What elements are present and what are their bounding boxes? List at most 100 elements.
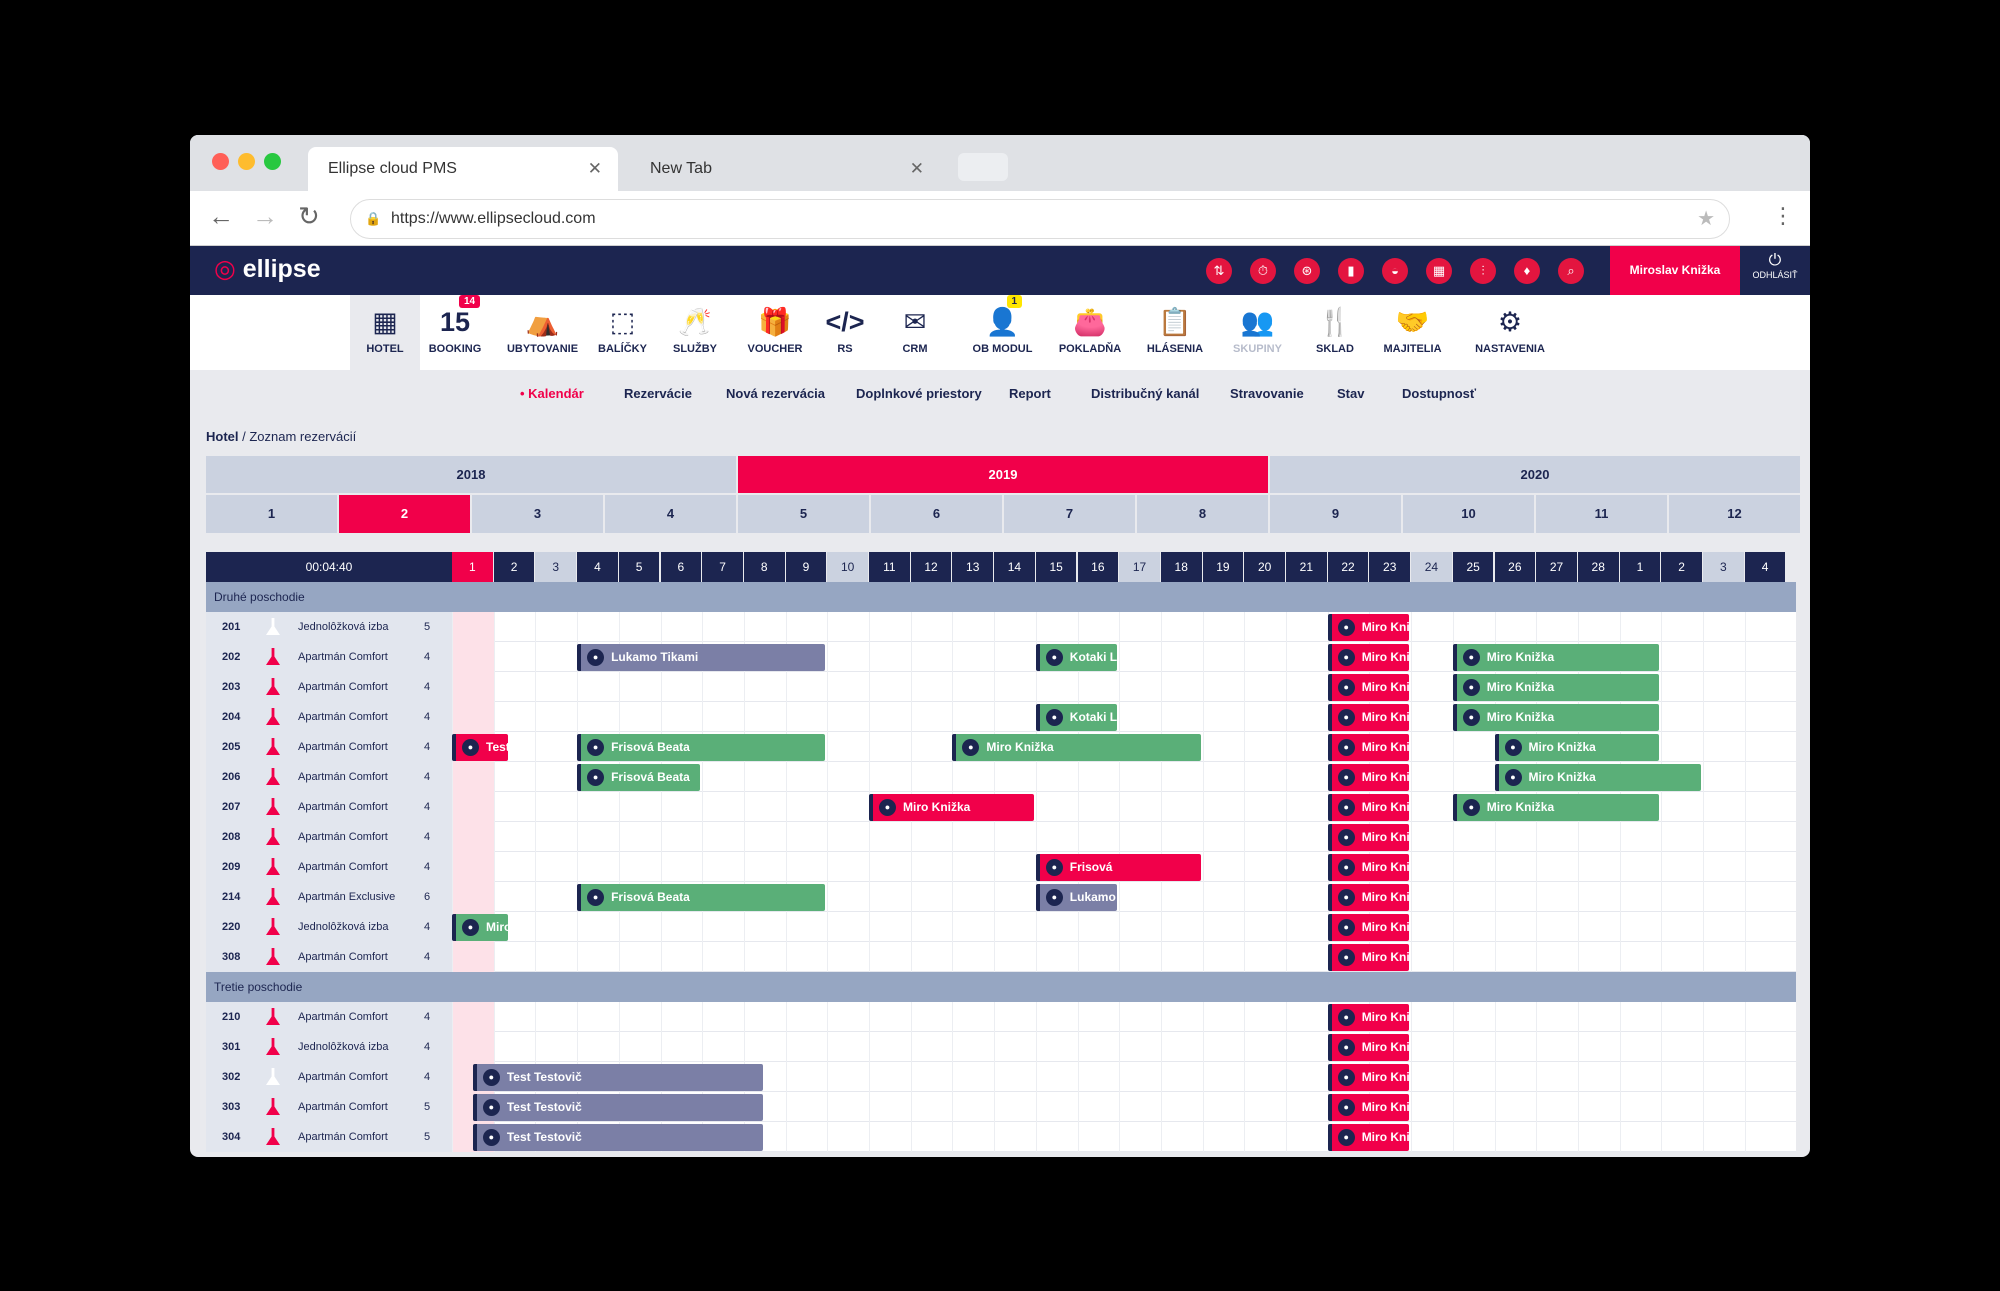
day-cell[interactable] [1119, 792, 1161, 822]
day-cell[interactable] [1119, 1092, 1161, 1122]
close-window-button[interactable] [212, 153, 229, 170]
day-cell[interactable] [660, 792, 703, 822]
day-cell[interactable] [1744, 852, 1787, 882]
booking-bar[interactable]: ● Frisová Beata [577, 734, 826, 761]
day-cell[interactable] [1286, 1002, 1328, 1032]
day-cell[interactable] [869, 912, 911, 942]
day-cell[interactable] [1119, 702, 1161, 732]
day-cell[interactable] [1411, 1002, 1453, 1032]
logo[interactable]: ◎ ellipse [214, 255, 321, 283]
day-cell[interactable] [535, 822, 577, 852]
day-cell[interactable] [493, 672, 536, 702]
month-6[interactable]: 6 [871, 495, 1002, 533]
day-cell[interactable] [1536, 882, 1578, 912]
day-cell[interactable] [869, 1002, 911, 1032]
day-23[interactable]: 23 [1369, 552, 1411, 582]
day-cell[interactable] [1452, 882, 1495, 912]
day-cell[interactable] [1286, 1092, 1328, 1122]
day-cell[interactable] [1160, 1002, 1203, 1032]
calendar-icon[interactable]: ▦ [1426, 258, 1452, 284]
day-cell[interactable] [1119, 762, 1161, 792]
day-cell[interactable] [994, 1092, 1036, 1122]
day-cell[interactable] [1286, 642, 1328, 672]
day-cell[interactable] [1077, 942, 1120, 972]
day-cell[interactable] [1244, 882, 1286, 912]
day-cell[interactable] [1577, 1122, 1620, 1152]
year-2018[interactable]: 2018 [206, 456, 736, 493]
day-cell[interactable] [1244, 852, 1286, 882]
day-cell[interactable] [452, 942, 494, 972]
day-cell[interactable] [1119, 1002, 1161, 1032]
day-6[interactable]: 6 [660, 552, 702, 582]
day-cell[interactable] [1577, 1062, 1620, 1092]
binoculars-icon[interactable]: ⊛ [1294, 258, 1320, 284]
day-cell[interactable] [1744, 1032, 1787, 1062]
day-cell[interactable] [660, 702, 703, 732]
day-cell[interactable] [827, 1002, 869, 1032]
day-cell[interactable] [994, 702, 1036, 732]
day-cell[interactable] [1244, 942, 1286, 972]
day-cell[interactable] [577, 822, 619, 852]
search-icon[interactable]: ⌕ [1558, 258, 1584, 284]
booking-bar[interactable]: ● Miro Knižka [1327, 1004, 1410, 1031]
day-cell[interactable] [1160, 612, 1203, 642]
bookmark-star-icon[interactable]: ★ [1697, 208, 1715, 230]
user-name[interactable]: Miroslav Knižka [1610, 246, 1740, 295]
day-cell[interactable] [785, 1032, 828, 1062]
day-cell[interactable] [1661, 642, 1703, 672]
day-cell[interactable] [1452, 762, 1495, 792]
day-cell[interactable] [1494, 1002, 1537, 1032]
day-cell[interactable] [1536, 1122, 1578, 1152]
day-32[interactable]: 4 [1744, 552, 1786, 582]
day-cell[interactable] [1077, 822, 1120, 852]
day-cell[interactable] [743, 912, 786, 942]
day-cell[interactable] [577, 702, 619, 732]
close-tab-icon[interactable]: ✕ [909, 159, 924, 178]
day-cell[interactable] [1286, 1032, 1328, 1062]
day-cell[interactable] [452, 792, 494, 822]
day-cell[interactable] [785, 1062, 828, 1092]
day-14[interactable]: 14 [994, 552, 1035, 582]
day-cell[interactable] [1577, 882, 1620, 912]
day-cell[interactable] [1119, 882, 1161, 912]
day-cell[interactable] [1244, 612, 1286, 642]
day-cell[interactable] [452, 1032, 494, 1062]
day-cell[interactable] [1619, 942, 1662, 972]
day-cell[interactable] [1202, 1092, 1245, 1122]
booking-bar[interactable]: ● Miro Knižka [952, 734, 1201, 761]
booking-bar[interactable]: ● Miro Knižka [1327, 1064, 1410, 1091]
day-cell[interactable] [1286, 822, 1328, 852]
day-cell[interactable] [1202, 792, 1245, 822]
day-21[interactable]: 21 [1286, 552, 1327, 582]
url-field[interactable]: 🔒 https://www.ellipsecloud.com ★ [350, 199, 1730, 239]
day-cell[interactable] [1411, 942, 1453, 972]
day-cell[interactable] [1035, 1032, 1078, 1062]
day-cell[interactable] [827, 1092, 869, 1122]
day-cell[interactable] [1286, 762, 1328, 792]
day-cell[interactable] [827, 942, 869, 972]
day-18[interactable]: 18 [1160, 552, 1202, 582]
day-cell[interactable] [1286, 852, 1328, 882]
day-20[interactable]: 20 [1244, 552, 1285, 582]
day-cell[interactable] [702, 852, 744, 882]
submenu-1[interactable]: • Kalendár [520, 386, 584, 401]
day-cell[interactable] [1202, 912, 1245, 942]
day-cell[interactable] [1244, 1062, 1286, 1092]
booking-bar[interactable]: ● Frisová Beata [577, 764, 701, 791]
day-cell[interactable] [1286, 1122, 1328, 1152]
day-cell[interactable] [910, 1062, 953, 1092]
day-cell[interactable] [910, 852, 953, 882]
day-13[interactable]: 13 [952, 552, 994, 582]
cloche-icon[interactable]: ◒ [1382, 258, 1408, 284]
day-cell[interactable] [1661, 672, 1703, 702]
booking-bar[interactable]: ● Miro Knižka [1327, 824, 1410, 851]
day-cell[interactable] [1202, 852, 1245, 882]
day-cell[interactable] [1744, 732, 1787, 762]
day-cell[interactable] [1286, 732, 1328, 762]
day-cell[interactable] [1160, 702, 1203, 732]
day-cell[interactable] [994, 912, 1036, 942]
day-cell[interactable] [869, 1092, 911, 1122]
day-cell[interactable] [1411, 762, 1453, 792]
day-cell[interactable] [1661, 732, 1703, 762]
day-cell[interactable] [1452, 912, 1495, 942]
